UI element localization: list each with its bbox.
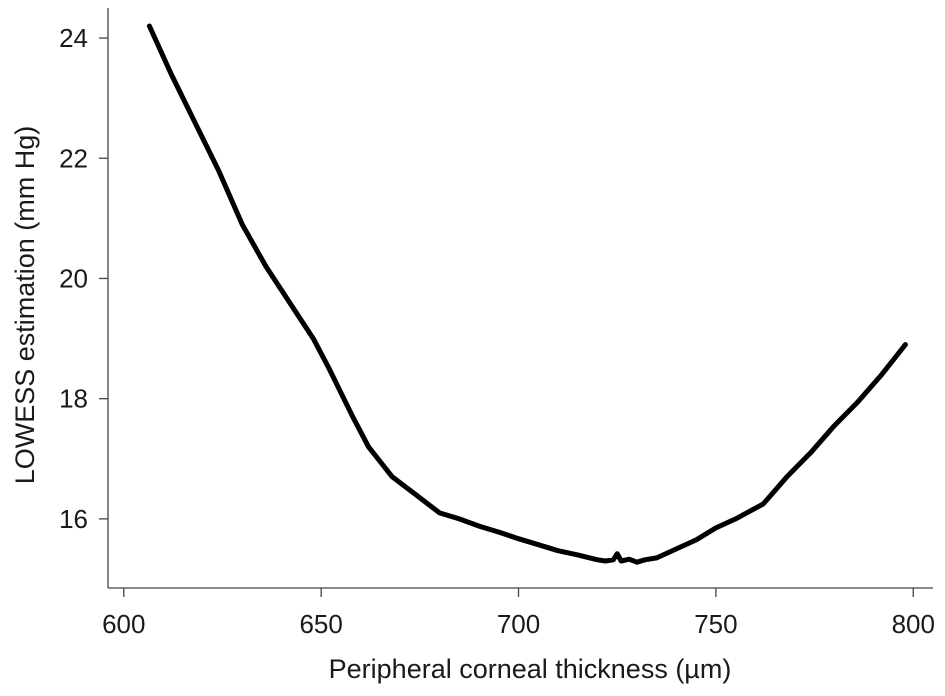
lowess-series-line — [146, 23, 908, 565]
y-tick-label: 22 — [59, 143, 88, 173]
ticks: 600 650 700 750 800 16 18 20 22 24 — [59, 23, 935, 639]
x-tick-label: 700 — [497, 609, 540, 639]
x-tick-label: 650 — [299, 609, 342, 639]
x-axis-label: Peripheral corneal thickness (µm) — [329, 654, 732, 684]
x-tick-label: 600 — [102, 609, 145, 639]
y-tick-label: 16 — [59, 504, 88, 534]
y-tick-label: 20 — [59, 263, 88, 293]
x-tick-label: 800 — [892, 609, 935, 639]
y-tick-label: 24 — [59, 23, 88, 53]
y-tick-label: 18 — [59, 384, 88, 414]
y-axis-label: LOWESS estimation (mm Hg) — [10, 126, 40, 485]
x-tick-label: 750 — [694, 609, 737, 639]
series — [146, 23, 908, 565]
axes — [107, 8, 933, 589]
